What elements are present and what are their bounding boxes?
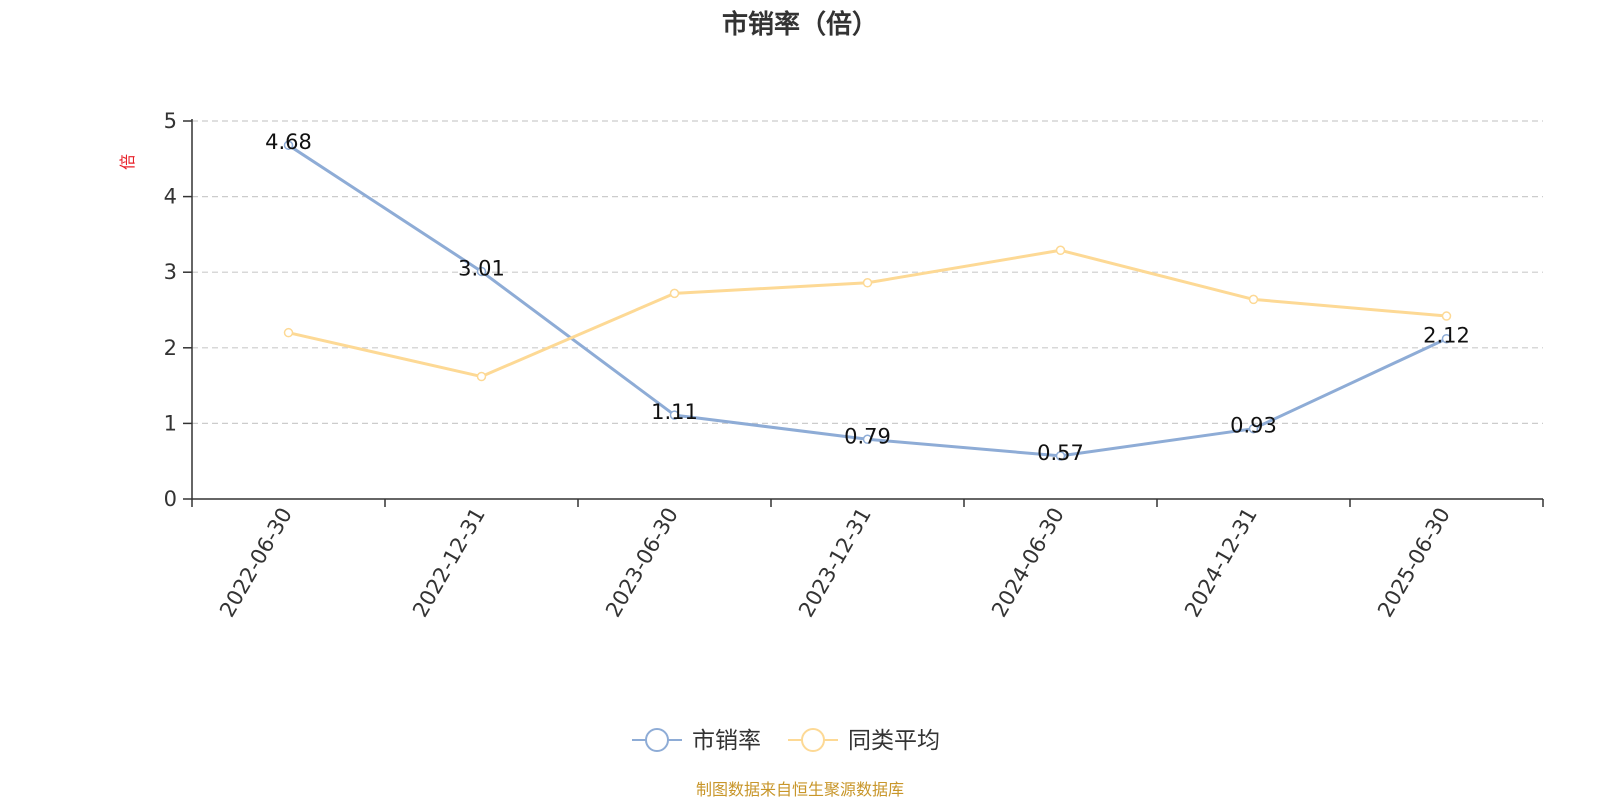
legend-label: 市销率: [692, 728, 761, 754]
data-point: [476, 371, 487, 382]
x-tick-label: 2025-06-30: [1373, 504, 1455, 622]
x-tick-label: 2024-12-31: [1180, 504, 1262, 622]
y-tick-label: 0: [164, 487, 177, 511]
data-label: 1.11: [651, 400, 698, 424]
axes: 0 1 2 3 4 5 2022-06-30 2022-12-31 2023-06-30 2023…: [164, 109, 1544, 622]
y-tick-label: 1: [164, 411, 177, 435]
legend-item: 市销率: [632, 728, 761, 754]
data-point: [862, 278, 873, 288]
series-lines: [283, 140, 1452, 461]
legend-marker: [801, 728, 825, 752]
data-point: [283, 327, 294, 338]
x-tick-label: 2024-06-30: [987, 504, 1069, 622]
x-tick-label: 2023-06-30: [601, 504, 683, 622]
data-labels: 4.68 3.01 1.11 0.79 0.57 0.93 2.12: [265, 130, 1470, 465]
y-tick-label: 3: [164, 260, 177, 284]
legend-label: 同类平均: [848, 728, 940, 754]
data-point: [476, 266, 487, 277]
data-point: [1441, 311, 1452, 321]
data-label: 0.93: [1230, 414, 1277, 438]
data-label: 3.01: [458, 256, 505, 280]
x-tick-label: 2022-06-30: [215, 504, 297, 622]
chart-title: 市销率（倍）: [722, 9, 878, 40]
y-axis-unit-label: 倍: [118, 154, 137, 170]
data-point: [1055, 451, 1066, 461]
y-tick-label: 5: [164, 109, 177, 133]
legend-marker: [645, 728, 669, 752]
data-point: [1055, 245, 1066, 256]
data-point: [862, 434, 873, 445]
y-tick-label: 4: [164, 185, 177, 209]
data-label: 0.57: [1037, 441, 1084, 465]
source-note: 制图数据来自恒生聚源数据库: [696, 780, 904, 799]
data-point: [1248, 294, 1259, 305]
data-label: 0.79: [844, 424, 891, 448]
x-tick-label: 2023-12-31: [794, 504, 876, 622]
grid-lines: [192, 120, 1543, 424]
data-point: [283, 140, 294, 150]
legend: 市销率 同类平均: [632, 728, 940, 754]
legend-item: 同类平均: [788, 728, 940, 754]
data-point: [669, 410, 680, 420]
data-point: [1441, 333, 1452, 344]
y-tick-label: 2: [164, 336, 177, 360]
data-point: [669, 288, 680, 299]
data-point: [1248, 423, 1259, 434]
data-label: 2.12: [1423, 324, 1470, 348]
x-tick-label: 2022-12-31: [408, 504, 490, 622]
data-label: 4.68: [265, 130, 312, 154]
